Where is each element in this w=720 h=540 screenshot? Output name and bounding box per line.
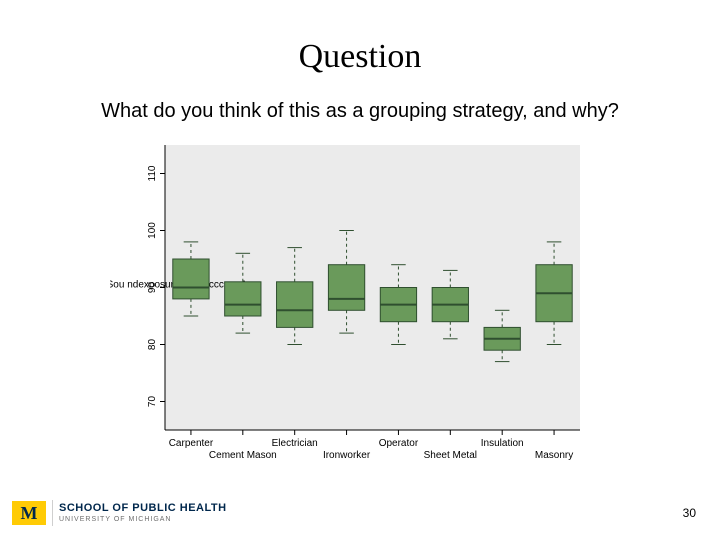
footer-logo-block: M SCHOOL OF PUBLIC HEALTH UNIVERSITY OF … [12,500,227,526]
svg-text:Masonry: Masonry [535,450,573,461]
footer-line1: SCHOOL OF PUBLIC HEALTH [59,503,227,514]
svg-text:Insulation: Insulation [481,438,524,449]
page-number: 30 [683,506,696,520]
svg-text:70: 70 [147,396,158,408]
um-logo: M [12,501,46,525]
footer-divider [52,500,53,526]
svg-text:100: 100 [147,222,158,239]
question-text: What do you think of this as a grouping … [0,100,720,123]
svg-text:110: 110 [147,165,158,181]
svg-text:80: 80 [147,339,158,351]
svg-text:Carpenter: Carpenter [169,438,214,449]
svg-text:Ironworker: Ironworker [323,450,371,461]
svg-text:Electrician: Electrician [272,438,318,449]
boxplot-chart: 708090100110F eakSou ndexposur N D fA.cc… [110,140,590,470]
um-logo-letter: M [21,504,38,522]
footer-line2: UNIVERSITY OF MICHIGAN [59,516,227,523]
page-title: Question [0,38,720,76]
slide: Question What do you think of this as a … [0,0,720,540]
svg-text:Sheet Metal: Sheet Metal [424,450,477,461]
svg-text:Cement Mason: Cement Mason [209,450,277,461]
footer-text: SCHOOL OF PUBLIC HEALTH UNIVERSITY OF MI… [59,503,227,523]
svg-text:Operator: Operator [379,438,419,449]
